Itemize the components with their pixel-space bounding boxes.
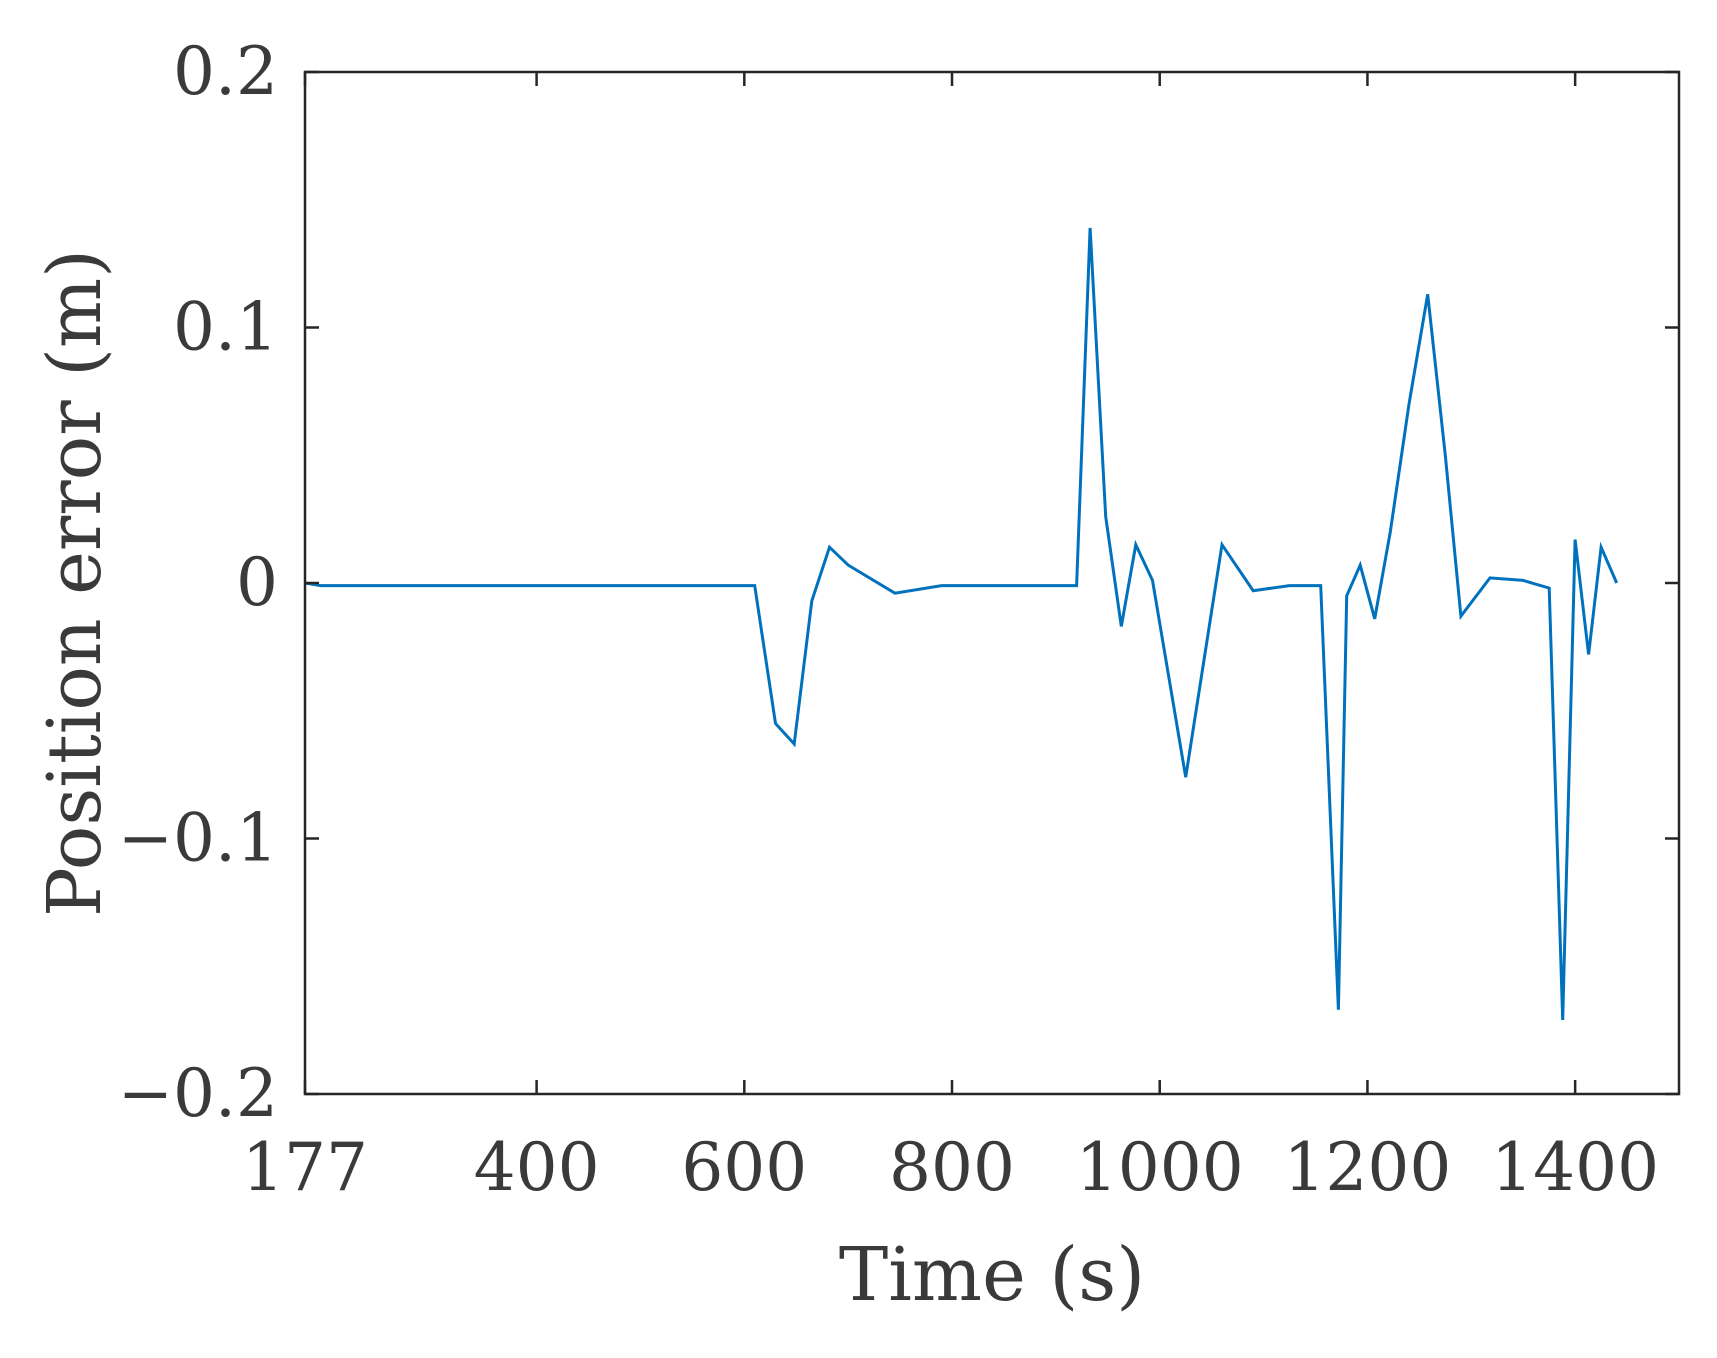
y-tick-label: −0.2 <box>118 1055 278 1132</box>
x-tick-label: 800 <box>889 1129 1015 1206</box>
x-tick-label: 1400 <box>1491 1129 1659 1206</box>
x-tick-label: 400 <box>474 1129 600 1206</box>
y-tick-label: 0.1 <box>173 289 278 366</box>
x-tick-label: 1200 <box>1283 1129 1451 1206</box>
y-tick-label: 0 <box>236 544 278 621</box>
y-tick-label: −0.1 <box>118 800 278 877</box>
series-line-0 <box>304 227 1619 1020</box>
y-tick-label: 0.2 <box>173 33 278 110</box>
x-tick-label: 1000 <box>1076 1129 1244 1206</box>
x-tick-label: 600 <box>681 1129 807 1206</box>
axes: 177 400 600 800 1000 1200 1400 0.2 0.1 0 −0.1 −0.2 <box>118 33 1681 1206</box>
x-tick-label: 177 <box>242 1129 368 1206</box>
y-axis-label: Position error (m) <box>32 249 118 917</box>
plot-area <box>304 227 1619 1020</box>
axes-box <box>303 70 1681 1096</box>
x-axis-label: Time (s) <box>839 1232 1145 1318</box>
